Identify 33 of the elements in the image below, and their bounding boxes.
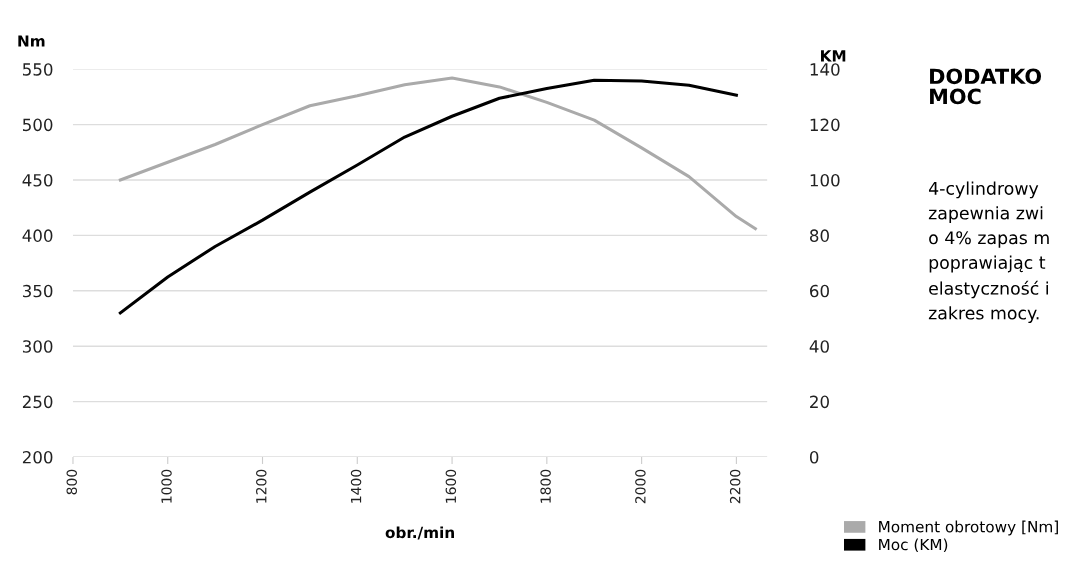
- y-tick-label: 200: [22, 450, 53, 464]
- y-tick-label: 550: [22, 63, 53, 76]
- x-axis-title: obr./min: [385, 526, 454, 540]
- x-tick-label: 1600: [445, 469, 457, 503]
- x-tick-label: 1200: [256, 469, 267, 503]
- y2-tick-label: 20: [810, 395, 829, 409]
- y-tick-label: 450: [22, 173, 53, 187]
- y2-tick-label: 140: [810, 63, 840, 76]
- y-tick-label: 400: [22, 229, 53, 242]
- x-tick-label: 1000: [161, 469, 172, 503]
- y-axis-title: Nm: [18, 35, 45, 47]
- text: 4-cylindrowy zapewnia zwi o 4% zapas m poprawiając t elastyczność i zakres mocy.: [928, 181, 1049, 323]
- x-tick-label: 1400: [350, 469, 362, 503]
- y2-tick-label: 0: [809, 450, 819, 464]
- text: DODATKO MOC: [930, 68, 1042, 105]
- legend-label: Moment obrotowy [Nm]: [879, 520, 1058, 536]
- x-tick-label: 1800: [540, 469, 551, 503]
- y-tick-label: 350: [22, 284, 53, 298]
- line-series: [118, 78, 738, 315]
- y2-axis-title: KM: [821, 50, 846, 62]
- y2-tick-label: 120: [810, 118, 840, 132]
- legend-label: Moc (KM): [879, 538, 948, 553]
- x-tick-label: 2200: [729, 469, 741, 504]
- y2-tick-label: 80: [809, 229, 829, 242]
- line-series: [118, 76, 757, 231]
- y-tick-label: 500: [22, 118, 53, 132]
- y-tick-label: 250: [22, 395, 53, 409]
- x-tick-label: 800: [66, 469, 77, 495]
- y2-tick-label: 100: [810, 173, 840, 187]
- y2-tick-label: 40: [809, 340, 829, 353]
- y2-tick-label: 60: [810, 284, 829, 298]
- x-tick-label: 2000: [635, 469, 646, 504]
- y-tick-label: 300: [22, 340, 53, 353]
